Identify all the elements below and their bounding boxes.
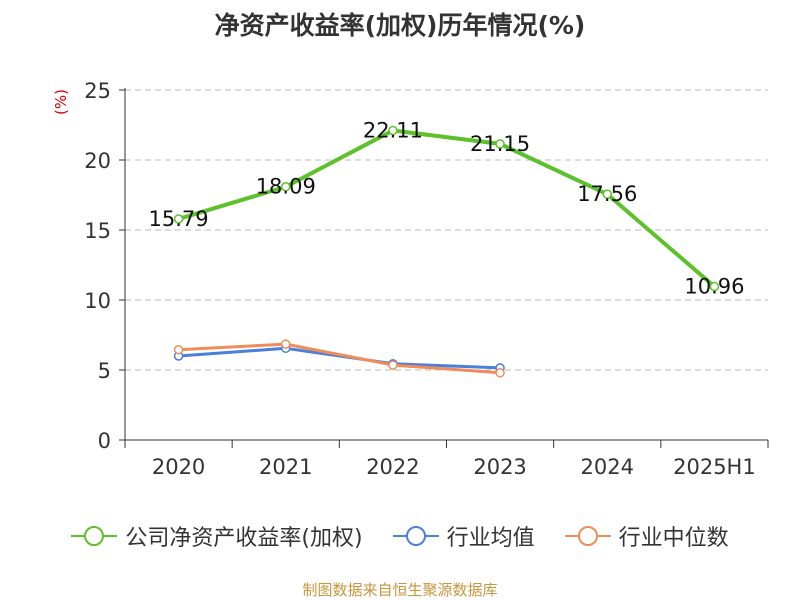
- data-point-s2-2020: [173, 344, 184, 355]
- data-point-s0-2021: [281, 181, 291, 192]
- x-tick-label-2021: 2021: [259, 455, 312, 479]
- data-point-s0-2020: [173, 214, 184, 224]
- data-point-s0-2023: [495, 139, 505, 149]
- series-line-2: [177, 342, 502, 375]
- legend: 公司净资产收益率(加权) 行业均值 行业中位数: [0, 520, 800, 552]
- x-tick-label-2022: 2022: [366, 455, 419, 479]
- x-tick-label-2020: 2020: [152, 455, 205, 479]
- legend-swatch-company-roe: [71, 526, 118, 546]
- data-point-s2-2022: [388, 360, 398, 370]
- data-point-s0-2025H1: [709, 281, 720, 292]
- y-tick-label-15: 15: [84, 219, 111, 243]
- y-tick-label-25: 25: [84, 79, 111, 103]
- source-note: 制图数据来自恒生聚源数据库: [302, 581, 498, 599]
- chart-title: 净资产收益率(加权)历年情况(%): [214, 11, 586, 40]
- data-label-2022: 22.11: [363, 118, 423, 142]
- series-line-0: [176, 128, 717, 289]
- legend-label-company-roe: 公司净资产收益率(加权): [125, 526, 363, 551]
- legend-item-company-roe[interactable]: 公司净资产收益率(加权): [71, 520, 363, 552]
- legend-label-industry-mean: 行业均值: [446, 526, 535, 551]
- y-tick-label-10: 10: [84, 289, 111, 313]
- legend-swatch-industry-mean: [392, 526, 439, 546]
- y-tick-label-20: 20: [84, 149, 111, 173]
- y-tick-label-5: 5: [98, 359, 111, 383]
- data-label-2025H1: 10.96: [684, 275, 744, 299]
- data-point-s0-2022: [388, 125, 398, 136]
- x-tick-label-2023: 2023: [473, 455, 526, 479]
- legend-item-industry-median[interactable]: 行业中位数: [564, 520, 729, 552]
- data-label-2023: 21.15: [470, 132, 530, 156]
- data-point-s2-2023: [495, 368, 505, 378]
- data-point-s0-2024: [602, 189, 612, 199]
- x-tick-label-2025H1: 2025H1: [673, 455, 756, 479]
- x-tick-label-2024: 2024: [581, 455, 634, 479]
- data-point-s2-2021: [281, 339, 291, 349]
- data-label-2021: 18.09: [256, 175, 316, 199]
- series-line-1: [177, 346, 502, 370]
- y-tick-label-0: 0: [98, 429, 111, 453]
- legend-swatch-industry-median: [564, 526, 611, 546]
- data-label-2020: 15.79: [149, 207, 209, 231]
- legend-label-industry-median: 行业中位数: [618, 526, 729, 551]
- data-label-2024: 17.56: [577, 182, 637, 206]
- legend-item-industry-mean[interactable]: 行业均值: [392, 520, 535, 552]
